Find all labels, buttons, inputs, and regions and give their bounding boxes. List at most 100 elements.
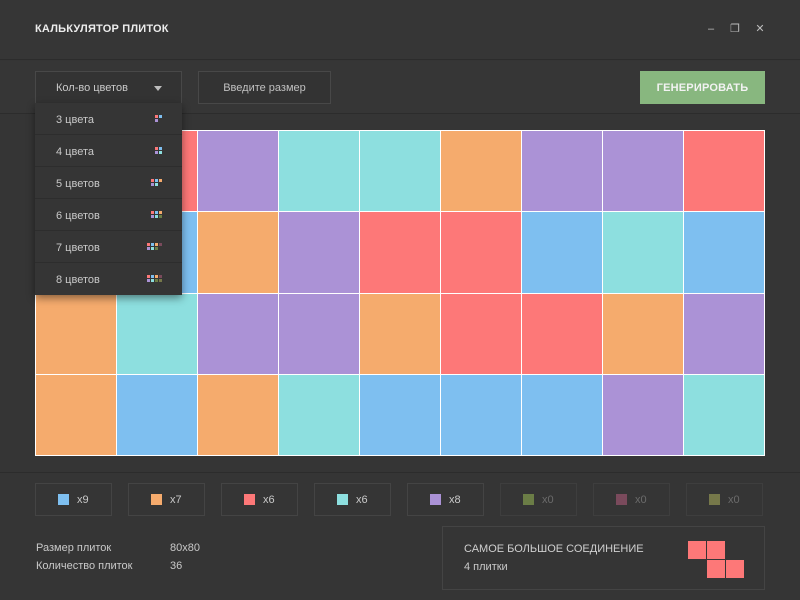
color-counter: x0 xyxy=(500,483,577,516)
color-count-dropdown[interactable]: Кол-во цветов xyxy=(35,71,182,104)
toolbar: Кол-во цветов ГЕНЕРИРОВАТЬ xyxy=(0,61,800,114)
color-dot-icon xyxy=(58,494,69,505)
color-counter: x8 xyxy=(407,483,484,516)
swatch-dot xyxy=(147,247,150,250)
tile xyxy=(36,293,116,374)
chevron-down-icon xyxy=(154,86,162,91)
swatch-dot xyxy=(159,179,162,182)
menu-item-label: 4 цвета xyxy=(56,146,94,158)
swatch-dot xyxy=(155,151,158,154)
swatch-dot xyxy=(159,243,162,246)
color-counter: x6 xyxy=(314,483,391,516)
swatch-dot xyxy=(151,183,154,186)
color-counter: x6 xyxy=(221,483,298,516)
size-input[interactable] xyxy=(198,71,331,104)
swatch-dot xyxy=(155,243,158,246)
tile xyxy=(441,131,521,212)
tile xyxy=(603,374,683,455)
menu-item[interactable]: 3 цвета xyxy=(35,103,182,135)
tile xyxy=(684,131,764,212)
color-count-label: Кол-во цветов xyxy=(56,82,128,94)
tile xyxy=(360,131,440,212)
swatch-dot xyxy=(159,147,162,150)
tile xyxy=(684,374,764,455)
color-dot-icon xyxy=(244,494,255,505)
tile-count-label: Количество плиток xyxy=(36,560,133,572)
tile xyxy=(360,212,440,293)
color-dot-icon xyxy=(337,494,348,505)
swatch-dot xyxy=(147,243,150,246)
color-dot-icon xyxy=(709,494,720,505)
menu-item[interactable]: 7 цветов xyxy=(35,231,182,263)
generate-button[interactable]: ГЕНЕРИРОВАТЬ xyxy=(640,71,765,104)
color-count: x7 xyxy=(170,494,182,506)
color-count: x0 xyxy=(542,494,554,506)
tile xyxy=(684,212,764,293)
color-count: x6 xyxy=(356,494,368,506)
swatch-dot xyxy=(159,211,162,214)
menu-item-label: 5 цветов xyxy=(56,178,100,190)
tile xyxy=(441,212,521,293)
color-count: x9 xyxy=(77,494,89,506)
tile xyxy=(441,374,521,455)
connection-tile xyxy=(707,541,725,559)
color-counter: x0 xyxy=(686,483,763,516)
menu-item-label: 6 цветов xyxy=(56,210,100,222)
swatch-dot xyxy=(155,275,158,278)
menu-item[interactable]: 4 цвета xyxy=(35,135,182,167)
app-title: КАЛЬКУЛЯТОР ПЛИТОК xyxy=(35,23,169,35)
tile xyxy=(279,131,359,212)
swatch-dot xyxy=(155,115,158,118)
swatch-dot xyxy=(159,275,162,278)
tile xyxy=(522,212,602,293)
tile xyxy=(279,374,359,455)
menu-item[interactable]: 8 цветов xyxy=(35,263,182,295)
tile xyxy=(36,374,116,455)
tile xyxy=(603,212,683,293)
swatch-dot xyxy=(155,211,158,214)
swatch-dot xyxy=(155,183,158,186)
color-dot-icon xyxy=(151,494,162,505)
maximize-icon[interactable]: ❐ xyxy=(730,23,740,35)
color-swatch-icon xyxy=(147,275,162,283)
minimize-icon[interactable]: – xyxy=(707,23,715,35)
title-bar: КАЛЬКУЛЯТОР ПЛИТОК – ❐ ✕ xyxy=(0,0,800,60)
menu-item-label: 3 цвета xyxy=(56,114,94,126)
menu-item[interactable]: 6 цветов xyxy=(35,199,182,231)
tile xyxy=(603,293,683,374)
close-icon[interactable]: ✕ xyxy=(755,23,765,35)
swatch-dot xyxy=(155,247,158,250)
swatch-dot xyxy=(159,115,162,118)
tile xyxy=(198,212,278,293)
tile-size-label: Размер плиток xyxy=(36,542,112,554)
tile xyxy=(279,293,359,374)
color-dot-icon xyxy=(430,494,441,505)
swatch-dot xyxy=(159,215,162,218)
color-swatch-icon xyxy=(147,243,162,251)
color-count: x0 xyxy=(728,494,740,506)
color-swatch-icon xyxy=(151,179,162,187)
color-counter: x0 xyxy=(593,483,670,516)
color-count: x6 xyxy=(263,494,275,506)
color-swatch-icon xyxy=(151,211,162,219)
menu-item-label: 7 цветов xyxy=(56,242,100,254)
tile xyxy=(198,131,278,212)
color-counter: x9 xyxy=(35,483,112,516)
tile xyxy=(441,293,521,374)
menu-item[interactable]: 5 цветов xyxy=(35,167,182,199)
tile xyxy=(522,131,602,212)
color-swatch-icon xyxy=(155,147,162,155)
swatch-dot xyxy=(151,211,154,214)
tile xyxy=(360,374,440,455)
tile xyxy=(360,293,440,374)
largest-connection-card: САМОЕ БОЛЬШОЕ СОЕДИНЕНИЕ 4 плитки xyxy=(442,526,765,590)
connection-tile xyxy=(707,560,725,578)
connection-tile xyxy=(688,541,706,559)
swatch-dot xyxy=(151,215,154,218)
largest-connection-count: 4 плитки xyxy=(464,561,508,573)
swatch-dot xyxy=(147,279,150,282)
swatch-dot xyxy=(151,279,154,282)
swatch-dot xyxy=(151,179,154,182)
color-count-menu: 3 цвета 4 цвета 5 цветов 6 цветов 7 цветов 8 … xyxy=(35,103,182,295)
color-dot-icon xyxy=(616,494,627,505)
